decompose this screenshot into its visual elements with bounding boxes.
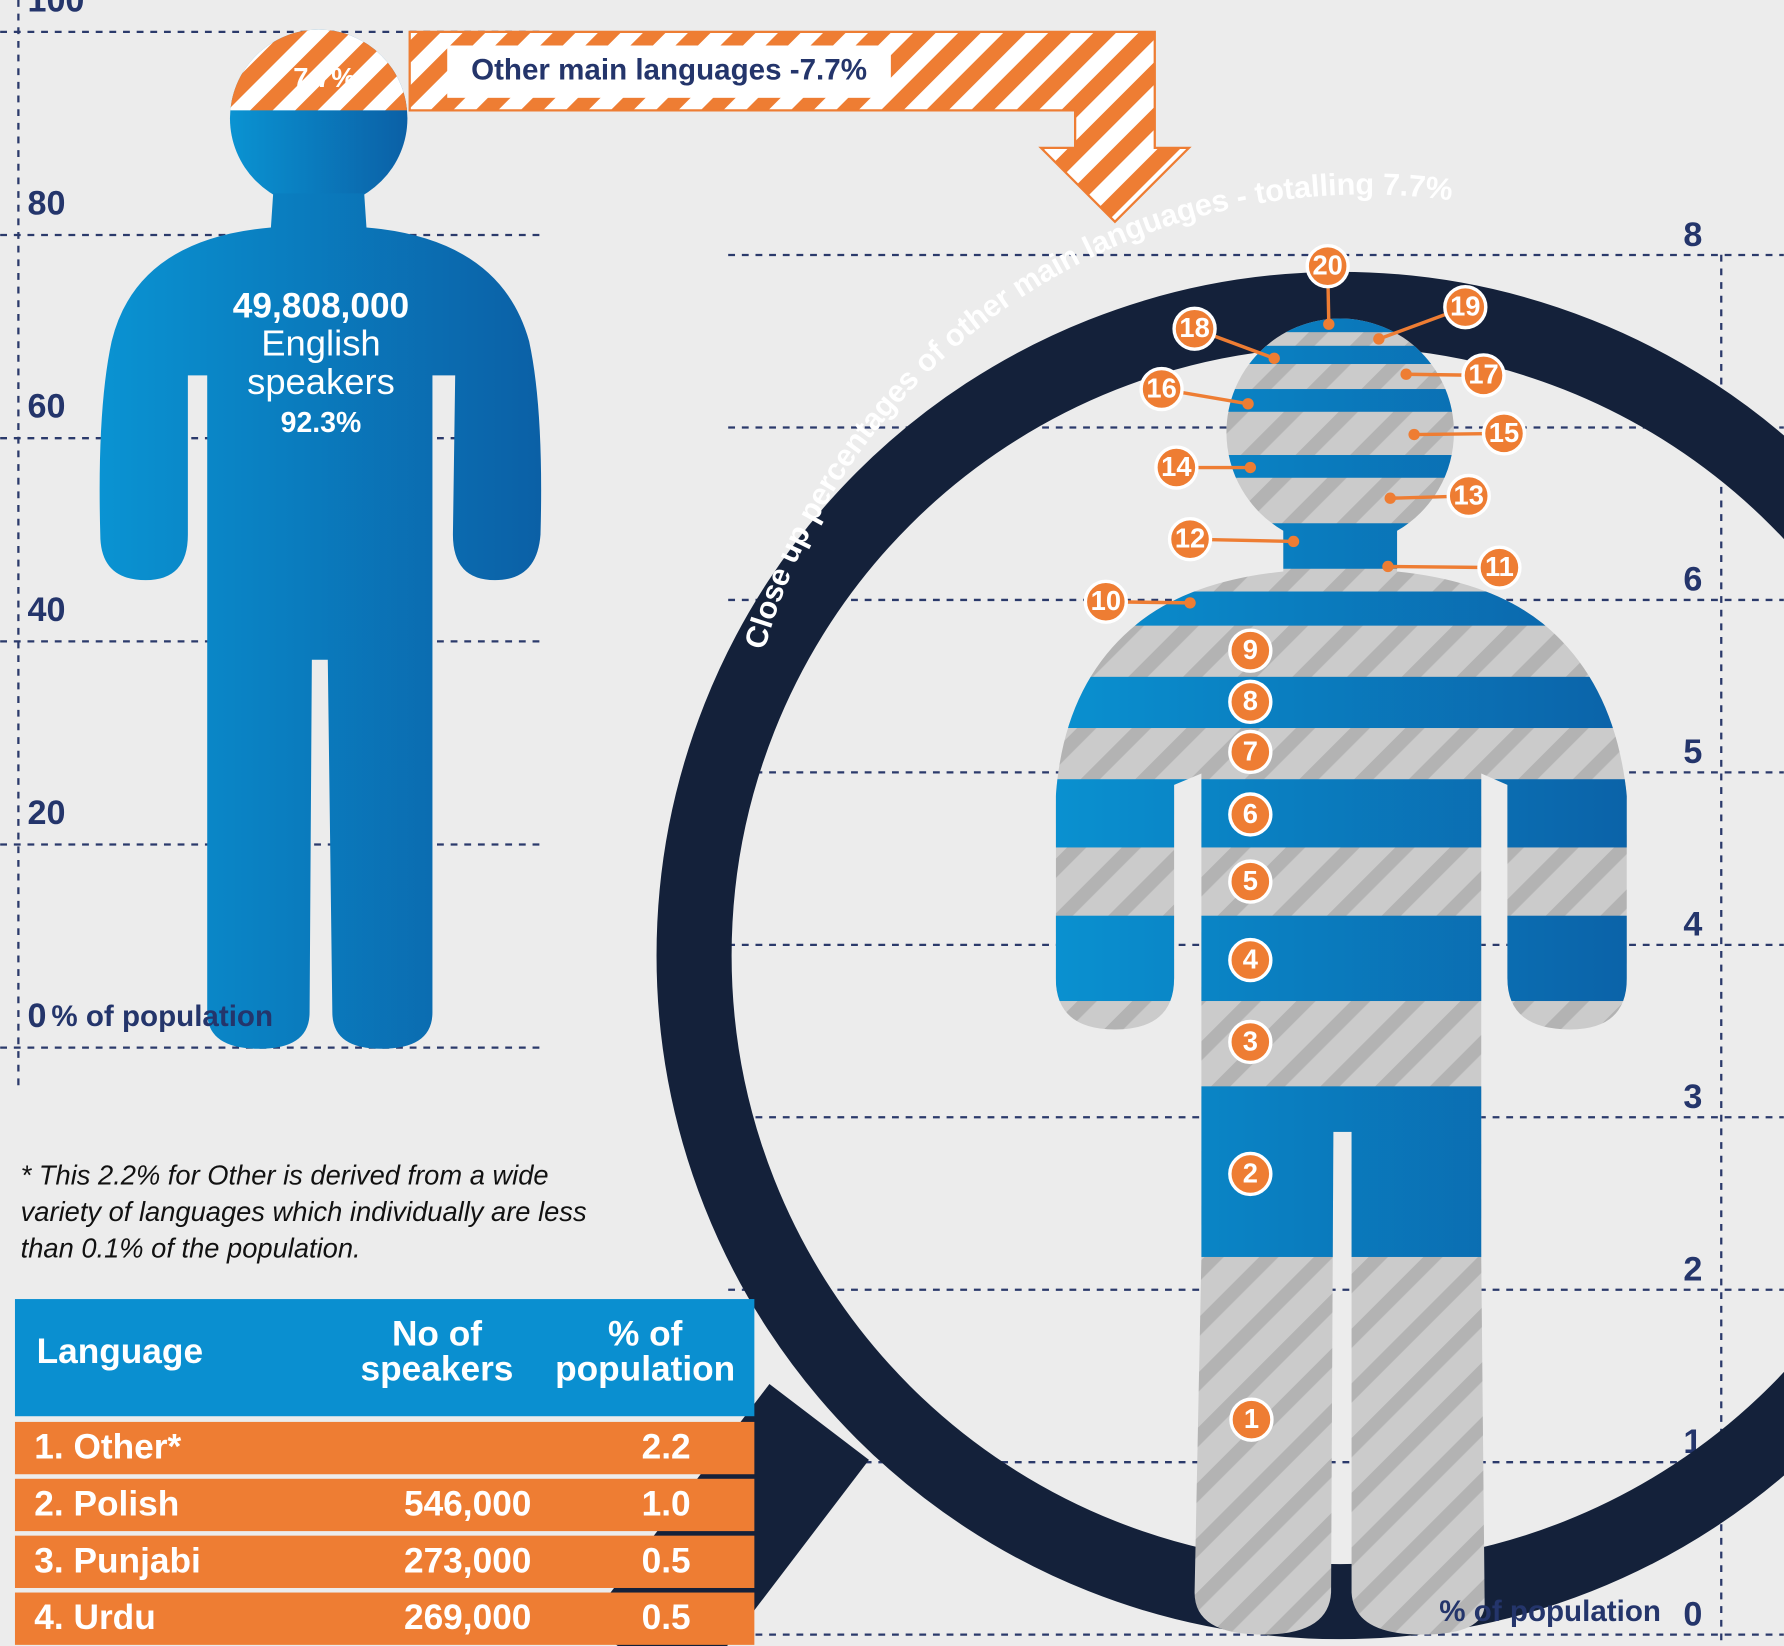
marker-dot bbox=[1408, 429, 1419, 440]
figure-band bbox=[1024, 779, 1661, 847]
english-count: 49,808,000 bbox=[233, 287, 409, 326]
callout-label: Other main languages -7.7% bbox=[471, 53, 867, 86]
marker-label: 9 bbox=[1243, 634, 1258, 665]
table-header: population bbox=[555, 1350, 735, 1389]
marker-label: 13 bbox=[1454, 479, 1484, 510]
marker-label: 19 bbox=[1450, 290, 1480, 321]
marker-dot bbox=[1242, 398, 1253, 409]
figure-band bbox=[1024, 677, 1661, 728]
table-cell: 0.5 bbox=[642, 1598, 691, 1637]
marker-label: 16 bbox=[1146, 372, 1176, 403]
table-cell: 4. Urdu bbox=[34, 1598, 155, 1637]
marker-dot bbox=[1400, 369, 1411, 380]
table-header: speakers bbox=[361, 1350, 514, 1389]
footnote-line: than 0.1% of the population. bbox=[21, 1232, 361, 1263]
right-tick-label: 0 bbox=[1683, 1595, 1702, 1633]
table-cell: 1. Other* bbox=[34, 1428, 181, 1467]
infographic: 100806040200876543210 Close up percentag… bbox=[0, 0, 1784, 1646]
right-axis-unit: % of population bbox=[1439, 1595, 1661, 1628]
table-cell: 0.5 bbox=[642, 1541, 691, 1580]
marker-label: 1 bbox=[1244, 1403, 1259, 1434]
marker-dot bbox=[1323, 319, 1334, 330]
marker-label: 4 bbox=[1243, 943, 1259, 974]
marker-dot bbox=[1385, 493, 1396, 504]
page: 100806040200876543210 Close up percentag… bbox=[0, 0, 1784, 1646]
right-tick-label: 8 bbox=[1683, 216, 1702, 254]
marker-label: 11 bbox=[1485, 551, 1514, 582]
marker-label: 18 bbox=[1179, 312, 1209, 343]
marker-label: 8 bbox=[1243, 685, 1258, 716]
left-axis-unit: % of population bbox=[51, 1000, 273, 1033]
table-cell: 269,000 bbox=[404, 1598, 531, 1637]
marker-label: 2 bbox=[1243, 1157, 1258, 1188]
right-tick-label: 3 bbox=[1683, 1078, 1702, 1116]
right-tick-label: 2 bbox=[1683, 1251, 1702, 1289]
marker-dot bbox=[1269, 353, 1280, 364]
table-cell: 1.0 bbox=[642, 1484, 691, 1523]
right-tick-label: 5 bbox=[1683, 733, 1702, 771]
marker-label: 17 bbox=[1468, 359, 1498, 390]
english-percent: 92.3% bbox=[281, 407, 362, 439]
left-tick-label: 20 bbox=[27, 794, 65, 832]
figure-band bbox=[1024, 455, 1661, 478]
footnote-line: * This 2.2% for Other is derived from a … bbox=[21, 1160, 549, 1191]
table-cell: 2.2 bbox=[642, 1428, 691, 1467]
right-tick-label: 4 bbox=[1683, 906, 1702, 944]
marker-label: 10 bbox=[1091, 585, 1121, 616]
marker-label: 14 bbox=[1161, 451, 1192, 482]
marker-dot bbox=[1373, 333, 1384, 344]
marker-label: 12 bbox=[1175, 523, 1205, 554]
head-label: 7.7% bbox=[293, 62, 355, 93]
marker-label: 15 bbox=[1489, 417, 1519, 448]
left-tick-label: 40 bbox=[27, 591, 65, 629]
marker-dot bbox=[1288, 536, 1299, 547]
figure-band bbox=[1024, 523, 1661, 569]
table-cell: 546,000 bbox=[404, 1484, 531, 1523]
table-header: Language bbox=[37, 1332, 203, 1371]
table-cell: 3. Punjabi bbox=[34, 1541, 201, 1580]
table-cell: 2. Polish bbox=[34, 1484, 179, 1523]
left-tick-label: 60 bbox=[27, 388, 65, 426]
left-tick-label: 80 bbox=[27, 184, 65, 222]
marker-dot bbox=[1245, 462, 1256, 473]
marker-dot bbox=[1382, 561, 1393, 572]
english-label: English bbox=[261, 322, 380, 363]
table-header: No of bbox=[392, 1314, 482, 1353]
marker-dot bbox=[1184, 597, 1195, 608]
marker-label: 7 bbox=[1243, 735, 1258, 766]
marker-label: 6 bbox=[1243, 798, 1258, 829]
right-tick-label: 6 bbox=[1683, 561, 1702, 599]
marker-label: 3 bbox=[1243, 1025, 1258, 1056]
english-label: speakers bbox=[247, 361, 395, 402]
marker-label: 20 bbox=[1312, 250, 1342, 281]
footnote-line: variety of languages which individually … bbox=[21, 1196, 587, 1227]
english-figure bbox=[100, 30, 542, 1049]
left-tick-label: 0 bbox=[27, 997, 46, 1035]
left-tick-label: 100 bbox=[27, 0, 84, 19]
figure-band bbox=[1024, 916, 1661, 1001]
figure-band bbox=[1024, 1086, 1661, 1257]
close-up-figure bbox=[1024, 307, 1661, 1646]
table-header: % of bbox=[608, 1314, 683, 1353]
figure-band bbox=[1024, 389, 1661, 412]
table-cell: 273,000 bbox=[404, 1541, 531, 1580]
marker-label: 5 bbox=[1243, 865, 1258, 896]
